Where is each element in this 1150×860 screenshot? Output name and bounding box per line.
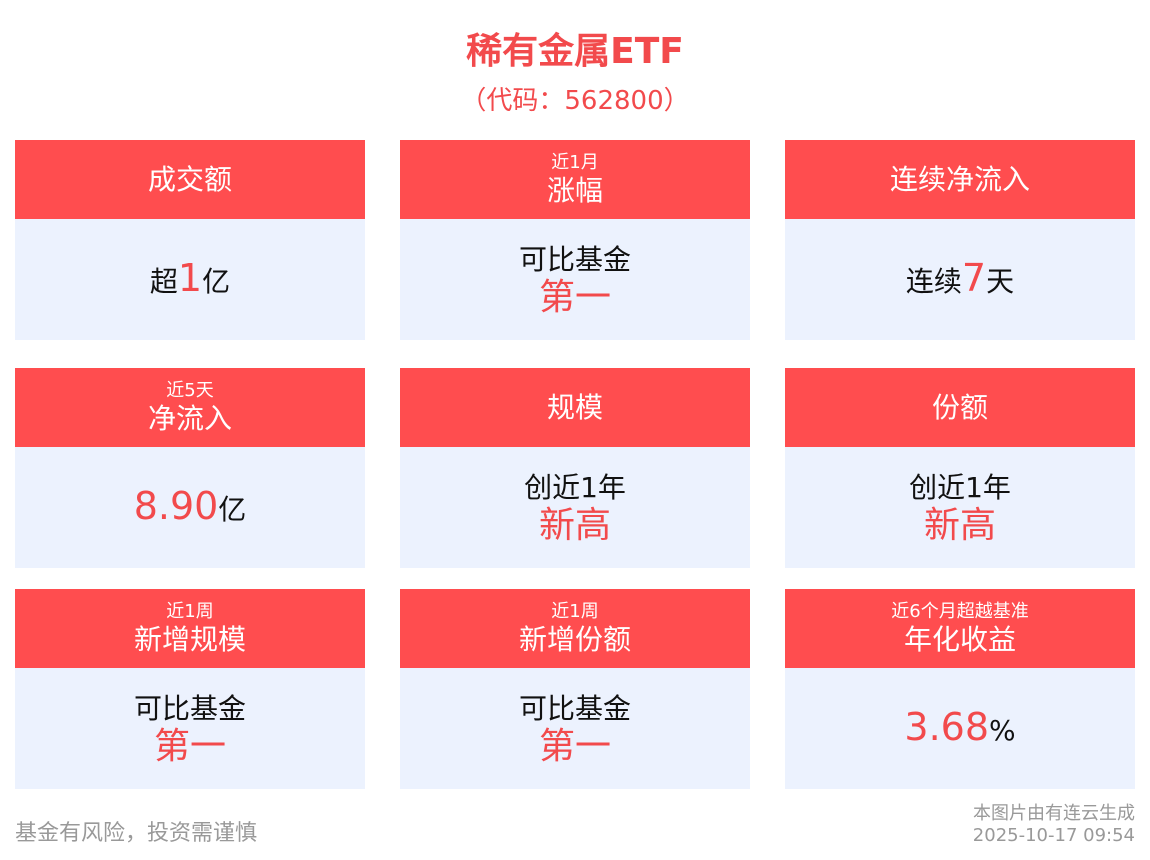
metric-card: 近6个月超越基准 年化收益 3.68% (785, 589, 1135, 789)
card-subtitle: 近1月 (551, 151, 599, 173)
value-number: 7 (961, 255, 987, 300)
card-header: 近5天 净流入 (15, 368, 365, 447)
value-unit: 亿 (218, 492, 247, 526)
card-value-highlight: 新高 (923, 504, 996, 546)
card-header: 规模 (400, 368, 750, 447)
card-value-highlight: 第一 (538, 276, 611, 318)
card-header: 份额 (785, 368, 1135, 447)
card-body: 可比基金 第一 (400, 668, 750, 789)
card-body: 可比基金 第一 (400, 219, 750, 340)
card-subtitle: 近6个月超越基准 (891, 600, 1029, 622)
card-value-highlight: 第一 (538, 725, 611, 767)
card-value-label: 可比基金 (518, 691, 631, 725)
metric-card: 份额创近1年 新高 (785, 368, 1135, 568)
card-title: 净流入 (147, 401, 232, 435)
value-number: 8.90 (133, 483, 219, 528)
timestamp: 2025-10-17 09:54 (972, 825, 1135, 846)
card-subtitle: 近1周 (166, 600, 214, 622)
card-title: 年化收益 (903, 622, 1016, 656)
card-title: 连续净流入 (889, 162, 1030, 196)
card-body: 可比基金 第一 (15, 668, 365, 789)
value-prefix: 超 (149, 264, 178, 298)
card-body: 超1亿 (15, 219, 365, 340)
card-subtitle: 近5天 (166, 379, 214, 401)
fund-code: （代码：562800） (460, 86, 690, 116)
card-body: 连续7天 (785, 219, 1135, 340)
card-subtitle: 近1周 (551, 600, 599, 622)
metric-card: 近1周 新增规模 可比基金 第一 (15, 589, 365, 789)
card-title: 规模 (546, 390, 603, 424)
metric-card: 规模创近1年 新高 (400, 368, 750, 568)
metric-card: 成交额超1亿 (15, 140, 365, 340)
card-value: 连续7天 (905, 259, 1015, 300)
metric-card: 近1周 新增份额 可比基金 第一 (400, 589, 750, 789)
card-value: 超1亿 (149, 259, 231, 300)
source-text: 本图片由有连云生成 (973, 803, 1135, 824)
value-number: 1 (177, 255, 203, 300)
card-header: 近6个月超越基准 年化收益 (785, 589, 1135, 668)
metric-card: 近1月 涨幅 可比基金 第一 (400, 140, 750, 340)
card-body: 3.68% (785, 668, 1135, 789)
card-title: 新增份额 (518, 622, 631, 656)
card-header: 近1周 新增规模 (15, 589, 365, 668)
card-value: 3.68% (904, 708, 1016, 749)
card-body: 8.90亿 (15, 447, 365, 568)
card-value-label: 可比基金 (518, 242, 631, 276)
card-body: 创近1年 新高 (785, 447, 1135, 568)
risk-disclaimer: 基金有风险，投资需谨慎 (15, 821, 258, 846)
metric-card: 近5天 净流入 8.90亿 (15, 368, 365, 568)
value-number: 3.68 (904, 704, 989, 749)
card-value: 8.90亿 (134, 487, 247, 528)
card-header: 近1月 涨幅 (400, 140, 750, 219)
card-body: 创近1年 新高 (400, 447, 750, 568)
card-title: 份额 (931, 390, 988, 424)
card-title: 涨幅 (546, 173, 603, 207)
card-header: 成交额 (15, 140, 365, 219)
card-value-label: 创近1年 (524, 470, 626, 504)
metric-card: 连续净流入连续7天 (785, 140, 1135, 340)
value-unit: % (989, 713, 1016, 747)
card-value-label: 可比基金 (133, 691, 246, 725)
card-title: 成交额 (147, 162, 232, 196)
footer-source: 本图片由有连云生成 2025-10-17 09:54 (973, 803, 1135, 847)
value-unit: 亿 (202, 264, 231, 298)
card-title: 新增规模 (133, 622, 246, 656)
page-title: 稀有金属ETF (466, 31, 684, 72)
card-header: 连续净流入 (785, 140, 1135, 219)
value-prefix: 连续 (905, 264, 962, 298)
card-value-label: 创近1年 (909, 470, 1011, 504)
card-header: 近1周 新增份额 (400, 589, 750, 668)
card-value-highlight: 第一 (153, 725, 226, 767)
value-unit: 天 (986, 264, 1015, 298)
card-value-highlight: 新高 (538, 504, 611, 546)
